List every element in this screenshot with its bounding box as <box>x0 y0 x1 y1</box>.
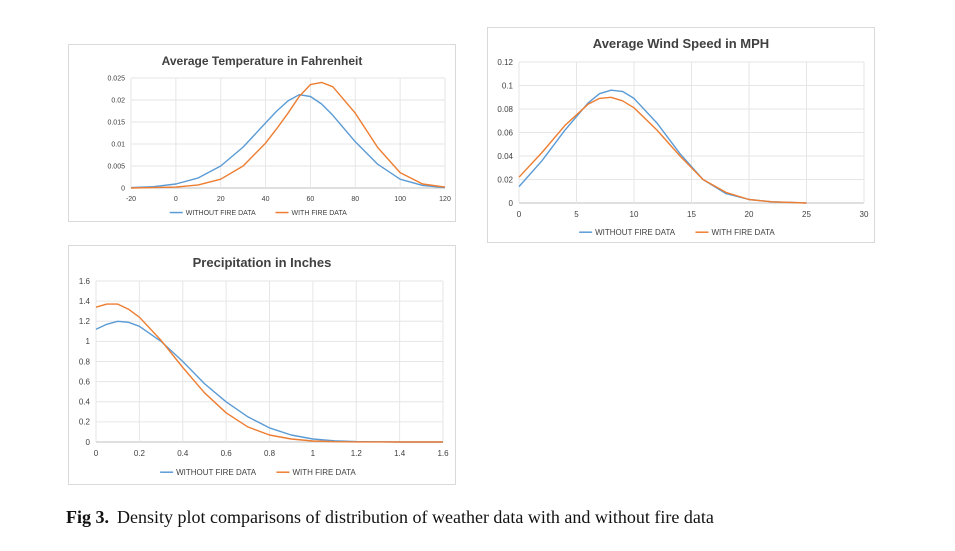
temperature-x-tick-label: 120 <box>439 196 451 203</box>
temperature-chart-panel: Average Temperature in Fahrenheit 0 0.005 0… <box>68 44 456 222</box>
precipitation-series-with-fire-line <box>95 303 443 443</box>
temperature-y-tick-label: 0 <box>121 185 125 192</box>
wind-speed-x-tick-label: 0 <box>517 210 522 219</box>
wind-speed-x-tick-label: 10 <box>630 210 639 219</box>
wind-speed-y-tick-label: 0.12 <box>497 58 513 67</box>
wind-speed-chart-panel: Average Wind Speed in MPH 0 0.02 0.04 0.06 0.… <box>487 27 875 243</box>
temperature-x-tick-label: -20 <box>126 196 136 203</box>
precipitation-y-tick-label: 1.6 <box>79 277 91 286</box>
temperature-x-tick-label: 20 <box>217 196 225 203</box>
precipitation-y-tick-label: 0.8 <box>79 357 91 366</box>
wind-speed-legend-label-with-fire: WITH FIRE DATA <box>711 228 775 237</box>
precipitation-chart-title: Precipitation in Inches <box>193 255 332 270</box>
figure-caption-text: Density plot comparisons of distribution… <box>117 507 714 527</box>
precipitation-x-tick-label: 0.2 <box>134 449 146 458</box>
precipitation-x-tick-label: 1.2 <box>351 449 363 458</box>
wind-speed-y-tick-label: 0 <box>509 199 514 208</box>
wind-speed-x-tick-label: 25 <box>802 210 811 219</box>
precipitation-chart: Precipitation in Inches 0 0.2 0.4 0.6 0.8 1 1.2… <box>79 255 449 477</box>
precipitation-x-tick-label: 1 <box>311 449 316 458</box>
temperature-y-tick-label: 0.005 <box>107 163 125 170</box>
temperature-y-tick-label: 0.02 <box>111 97 125 104</box>
precipitation-x-tick-label: 1.4 <box>394 449 406 458</box>
wind-speed-y-tick-label: 0.04 <box>497 152 513 161</box>
wind-speed-x-tick-label: 15 <box>687 210 696 219</box>
wind-speed-series-with-fire-line <box>518 96 807 204</box>
temperature-x-tick-label: 80 <box>351 196 359 203</box>
precipitation-chart-panel: Precipitation in Inches 0 0.2 0.4 0.6 0.8 1 1.2… <box>68 245 456 485</box>
precipitation-y-tick-label: 0 <box>86 438 91 447</box>
wind-speed-y-tick-label: 0.02 <box>497 175 513 184</box>
wind-speed-x-tick-label: 5 <box>574 210 579 219</box>
precipitation-y-tick-label: 0.2 <box>79 418 91 427</box>
precipitation-x-tick-label: 0.6 <box>221 449 233 458</box>
precipitation-y-tick-label: 1 <box>86 337 91 346</box>
wind-speed-chart: Average Wind Speed in MPH 0 0.02 0.04 0.06 0.… <box>497 36 869 237</box>
wind-speed-y-tick-label: 0.06 <box>497 128 513 137</box>
temperature-legend-label-without-fire: WITHOUT FIRE DATA <box>186 210 256 217</box>
precipitation-x-tick-label: 0.8 <box>264 449 276 458</box>
wind-speed-series-without-fire-line <box>518 89 807 204</box>
temperature-x-tick-label: 100 <box>394 196 406 203</box>
precipitation-x-tick-label: 0 <box>94 449 99 458</box>
wind-speed-x-tick-label: 30 <box>860 210 869 219</box>
wind-speed-chart-title: Average Wind Speed in MPH <box>593 36 769 51</box>
temperature-chart: Average Temperature in Fahrenheit 0 0.005 0… <box>107 54 451 217</box>
temperature-x-tick-label: 60 <box>307 196 315 203</box>
wind-speed-y-tick-label: 0.1 <box>502 81 514 90</box>
temperature-legend-label-with-fire: WITH FIRE DATA <box>292 210 348 217</box>
precipitation-y-tick-label: 0.6 <box>79 377 91 386</box>
temperature-y-tick-label: 0.01 <box>111 141 125 148</box>
temperature-series-without-fire-line <box>130 94 446 189</box>
wind-speed-y-tick-label: 0.08 <box>497 105 513 114</box>
temperature-y-tick-label: 0.025 <box>107 75 125 82</box>
wind-speed-legend-label-without-fire: WITHOUT FIRE DATA <box>595 228 676 237</box>
precipitation-y-tick-label: 1.2 <box>79 317 91 326</box>
precipitation-legend-label-without-fire: WITHOUT FIRE DATA <box>176 468 257 477</box>
temperature-series-with-fire-line <box>130 81 446 189</box>
temperature-y-tick-label: 0.015 <box>107 119 125 126</box>
figure-caption: Fig 3. Density plot comparisons of distri… <box>66 507 936 528</box>
temperature-x-tick-label: 0 <box>174 196 178 203</box>
precipitation-legend-label-with-fire: WITH FIRE DATA <box>292 468 356 477</box>
precipitation-y-tick-label: 1.4 <box>79 297 91 306</box>
precipitation-x-tick-label: 1.6 <box>437 449 449 458</box>
precipitation-x-tick-label: 0.4 <box>177 449 189 458</box>
temperature-chart-title: Average Temperature in Fahrenheit <box>162 54 363 68</box>
temperature-x-tick-label: 40 <box>262 196 270 203</box>
wind-speed-x-tick-label: 20 <box>745 210 754 219</box>
precipitation-y-tick-label: 0.4 <box>79 398 91 407</box>
figure-caption-label: Fig 3. <box>66 507 109 527</box>
